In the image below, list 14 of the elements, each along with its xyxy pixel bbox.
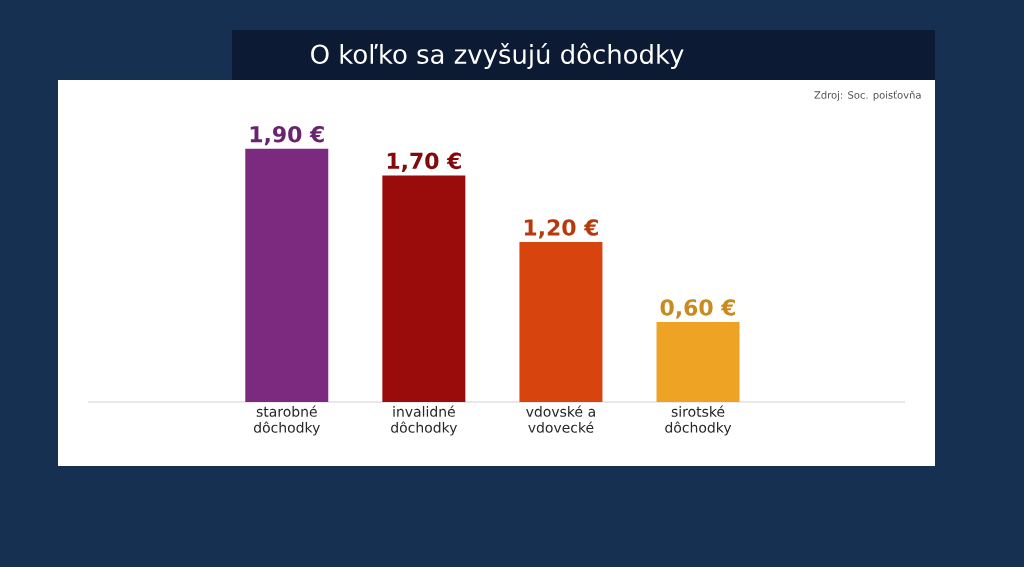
x-tick-label: vdovské a vdovecké	[526, 405, 595, 433]
data-label: 0,60 €	[660, 299, 736, 319]
data-label: 1,20 €	[524, 219, 598, 239]
data-label: 1,90 €	[250, 125, 324, 146]
bar	[382, 175, 466, 402]
bar	[245, 148, 329, 402]
x-tick-label: sirotské dôchodky	[665, 405, 732, 436]
bar	[656, 322, 740, 402]
x-tick-label: invalidné dôchodky	[391, 405, 458, 436]
x-tick-label: starobné dôchodky	[253, 405, 320, 436]
chart-title: O koľko sa zvyšujú dôchodky	[311, 42, 684, 70]
data-label: 1,70 €	[387, 152, 461, 172]
bar	[519, 242, 603, 402]
text: Zdroj: Soc. poisťovňa	[814, 90, 921, 101]
